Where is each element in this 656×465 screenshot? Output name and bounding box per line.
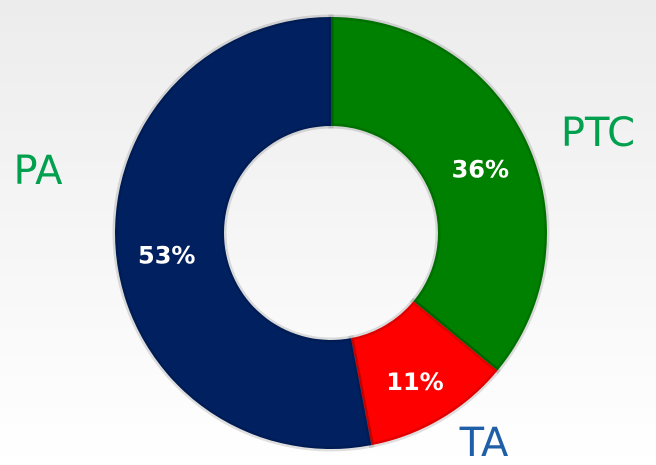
- donut-segment: [328, 14, 550, 375]
- donut-segment: [112, 14, 375, 452]
- category-label: PA: [14, 148, 64, 194]
- data-label: 36%: [452, 156, 509, 184]
- data-label: 11%: [386, 368, 443, 396]
- data-label: 53%: [138, 242, 195, 270]
- donut-segment: [348, 297, 501, 449]
- category-label: PTC: [561, 110, 635, 156]
- category-label: TA: [459, 420, 509, 465]
